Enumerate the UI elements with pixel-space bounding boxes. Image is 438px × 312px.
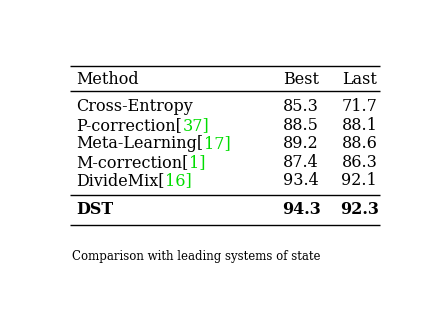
- Text: 85.3: 85.3: [283, 98, 319, 115]
- Text: Comparison with leading systems of state: Comparison with leading systems of state: [72, 250, 320, 263]
- Text: 94.3: 94.3: [282, 202, 321, 218]
- Text: 86.3: 86.3: [341, 154, 377, 171]
- Text: 93.4: 93.4: [283, 172, 319, 189]
- Text: 89.2: 89.2: [283, 135, 319, 152]
- Text: 88.5: 88.5: [283, 117, 319, 134]
- Text: DivideMix[: DivideMix[: [77, 172, 165, 189]
- Text: 92.3: 92.3: [340, 202, 379, 218]
- Text: DST: DST: [77, 202, 113, 218]
- Text: Best: Best: [283, 71, 319, 88]
- Text: Last: Last: [342, 71, 377, 88]
- Text: 1]: 1]: [189, 154, 205, 171]
- Text: 37]: 37]: [182, 117, 209, 134]
- Text: Method: Method: [77, 71, 139, 88]
- Text: 87.4: 87.4: [283, 154, 319, 171]
- Text: 17]: 17]: [204, 135, 230, 152]
- Text: 16]: 16]: [165, 172, 192, 189]
- Text: 92.1: 92.1: [342, 172, 377, 189]
- Text: 71.7: 71.7: [341, 98, 377, 115]
- Text: M-correction[: M-correction[: [77, 154, 189, 171]
- Text: P-correction[: P-correction[: [77, 117, 182, 134]
- Text: Meta-Learning[: Meta-Learning[: [77, 135, 204, 152]
- Text: Cross-Entropy: Cross-Entropy: [77, 98, 193, 115]
- Text: 88.1: 88.1: [341, 117, 377, 134]
- Text: 88.6: 88.6: [341, 135, 377, 152]
